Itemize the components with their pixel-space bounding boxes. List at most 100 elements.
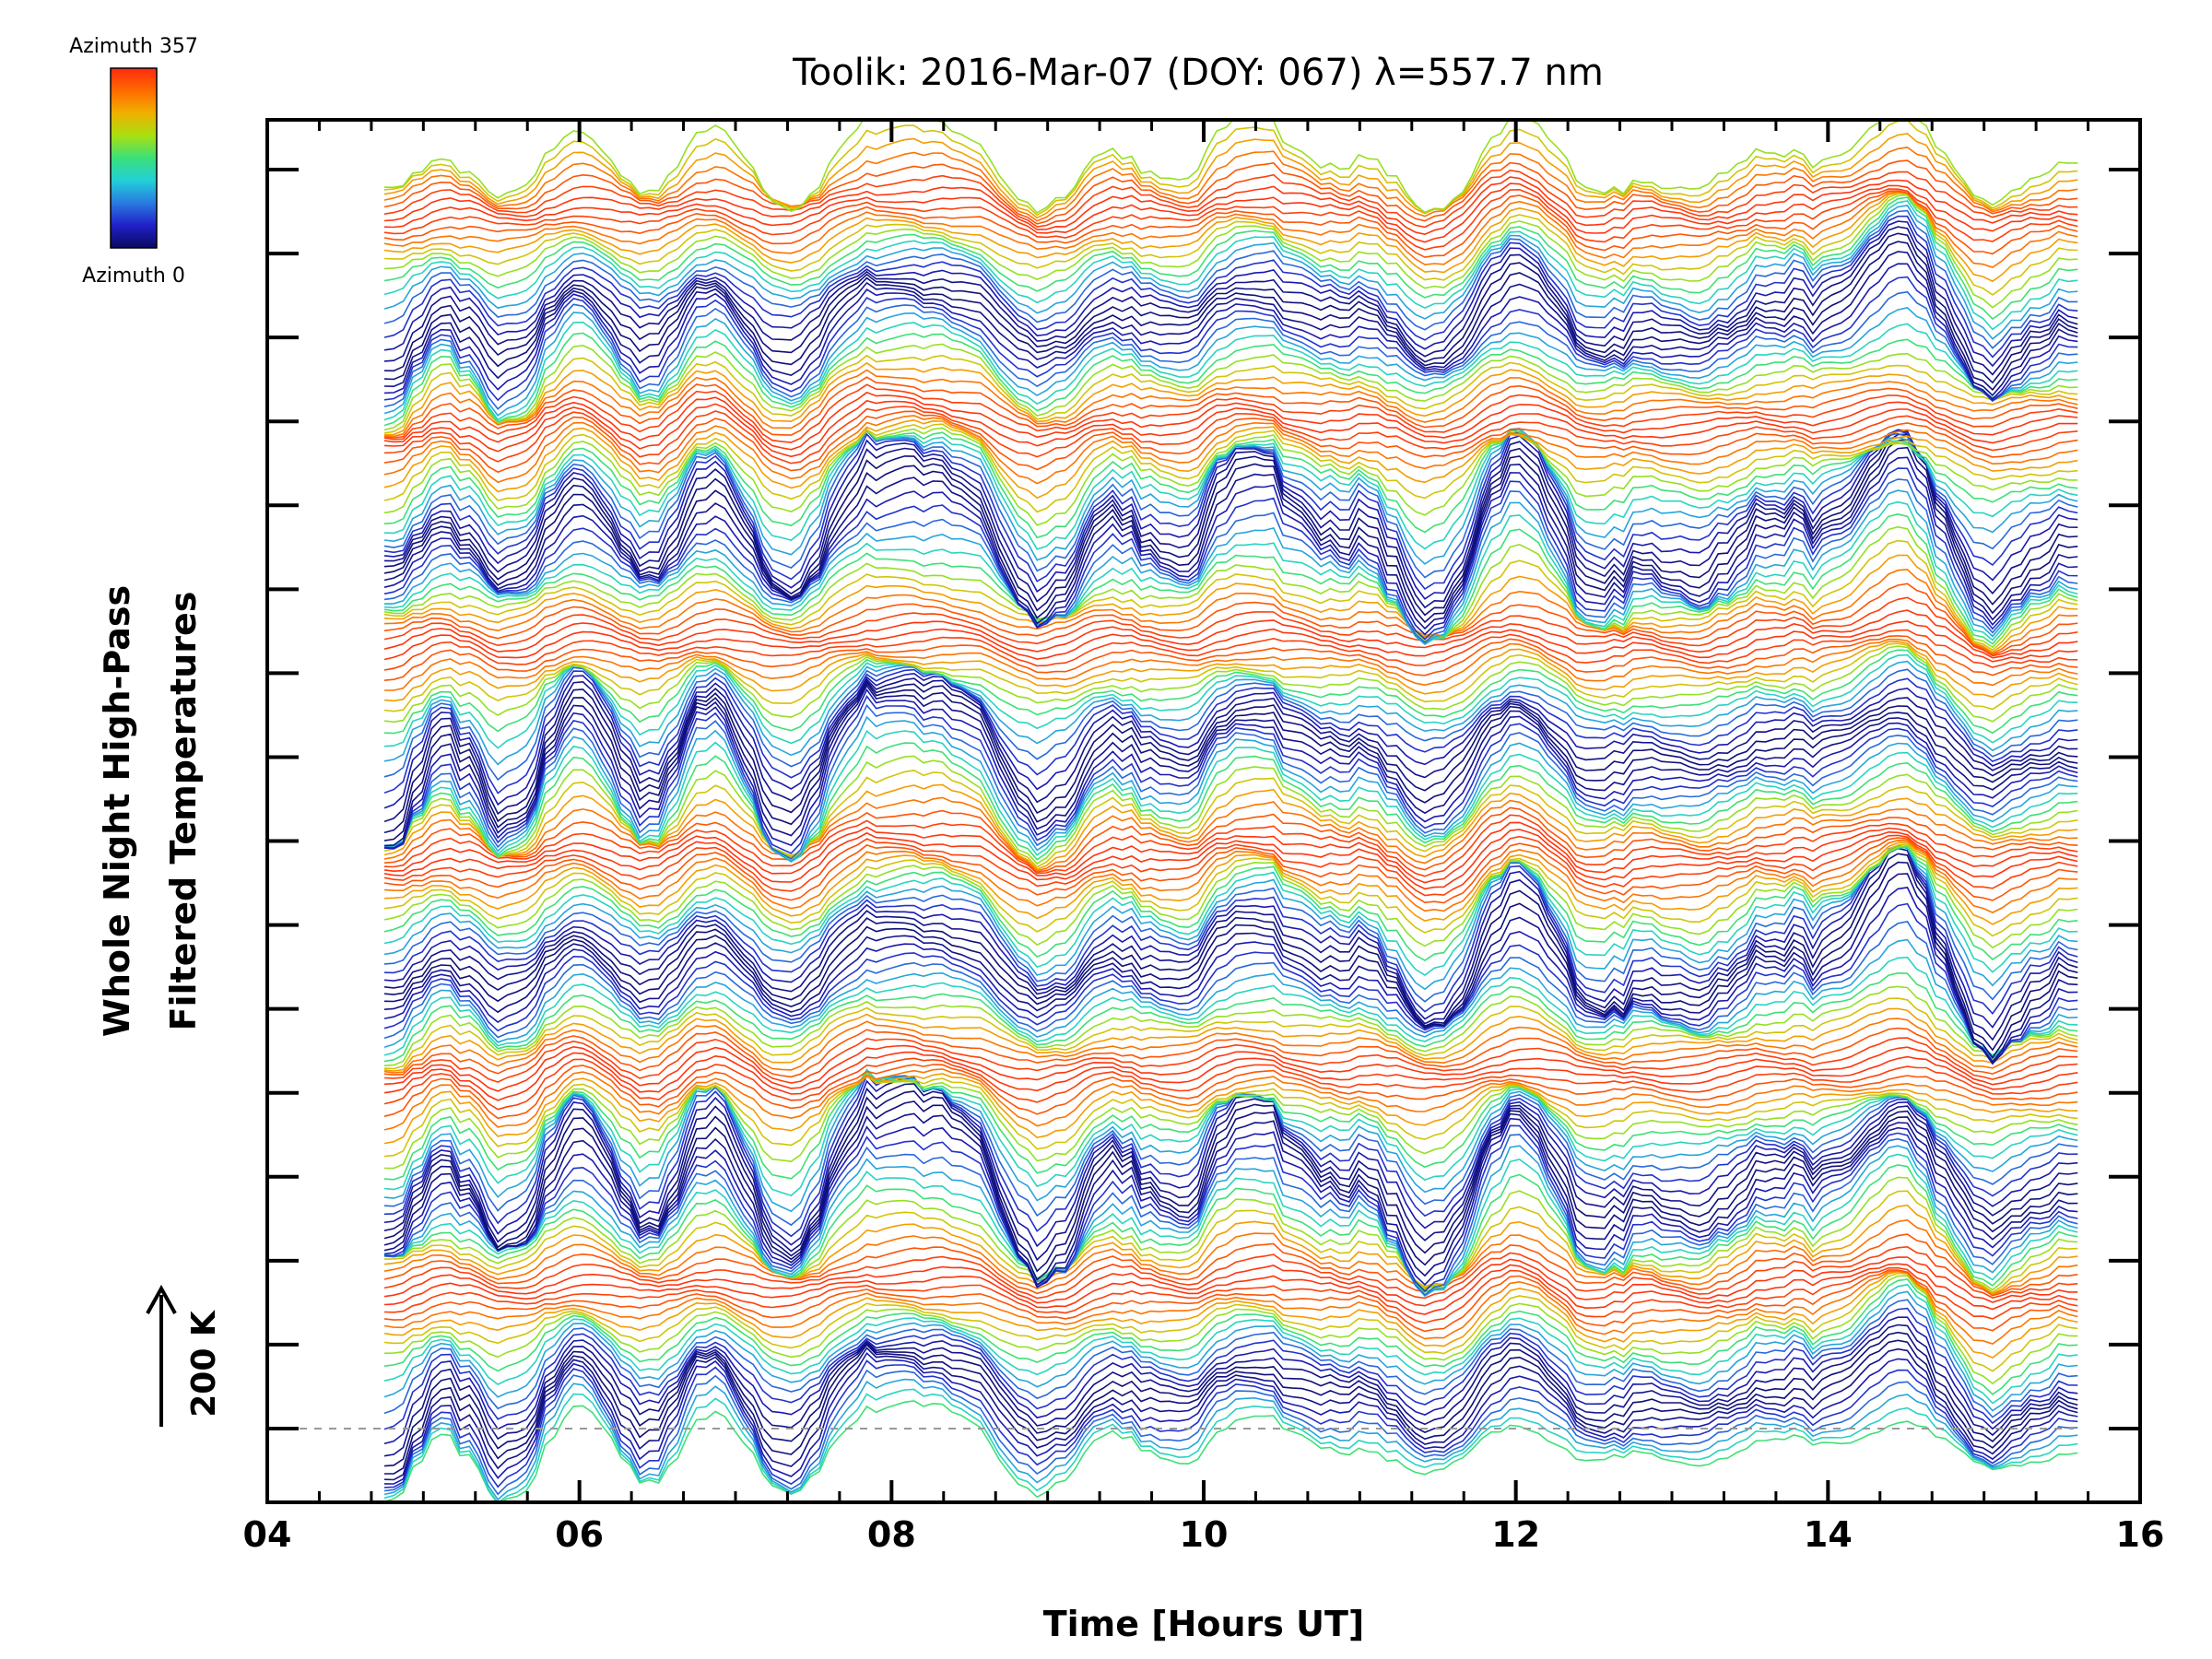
azimuth-trace [383,1272,2078,1372]
x-tick-label: 10 [1180,1514,1229,1555]
azimuth-trace [383,369,2078,438]
azimuth-trace [383,196,2078,321]
azimuth-trace [383,332,2078,427]
azimuth-trace [383,500,2078,645]
azimuth-trace [383,439,2078,624]
azimuth-trace [383,1204,2078,1295]
x-tick-label: 04 [243,1514,292,1555]
azimuth-trace [383,642,2078,712]
azimuth-trace [383,641,2078,702]
azimuth-trace [383,1124,2078,1293]
azimuth-trace [383,596,2078,657]
azimuth-trace [383,512,2078,645]
colorbar-top-label: Azimuth 357 [69,35,198,58]
azimuth-trace [383,226,2078,376]
azimuth-trace [383,391,2078,451]
azimuth-trace [383,769,2078,868]
azimuth-trace [383,399,2078,458]
azimuth-trace [383,844,2078,1015]
azimuth-trace [383,176,2078,236]
azimuth-trace [383,220,2078,368]
azimuth-trace [383,1331,2078,1467]
azimuth-trace [383,241,2078,392]
azimuth-trace [383,821,2078,884]
azimuth-trace [383,446,2078,630]
azimuth-trace [383,1233,2078,1297]
azimuth-trace [383,1218,2078,1296]
azimuth-trace [383,582,2078,656]
scale-bar-label: 200 K [185,1310,223,1418]
azimuth-trace [383,376,2078,439]
azimuth-trace [383,629,2078,671]
azimuth-trace [383,383,2078,443]
azimuth-trace [383,1299,2078,1418]
azimuth-trace [383,406,2078,465]
azimuth-trace [383,971,2078,1063]
y-axis-label-line2: Filtered Temperatures [163,592,204,1031]
azimuth-trace [383,873,2078,1064]
azimuth-trace [383,525,2078,649]
azimuth-trace [383,205,2078,340]
azimuth-trace [383,263,2078,401]
azimuth-trace [383,415,2078,485]
azimuth-trace [383,677,2078,823]
azimuth-trace [383,456,2078,636]
azimuth-trace [383,847,2078,1041]
azimuth-trace [383,845,2078,962]
azimuth-trace [383,191,2078,268]
azimuth-trace [383,660,2078,766]
azimuth-trace [383,539,2078,652]
azimuth-trace [383,343,2078,431]
azimuth-trace [383,489,2078,646]
azimuth-trace [383,133,2078,219]
azimuth-trace [383,190,2078,258]
azimuth-trace [383,645,2078,724]
azimuth-trace [383,307,2078,417]
azimuth-trace [383,666,2078,782]
azimuth-trace [383,1351,2078,1485]
azimuth-trace [383,921,2078,1063]
azimuth-trace [383,1051,2078,1101]
azimuth-trace [383,429,2078,539]
azimuth-trace [383,1176,2078,1291]
azimuth-trace [383,1037,2078,1084]
azimuth-trace [383,1270,2078,1359]
azimuth-trace [383,1100,2078,1281]
azimuth-trace [383,1075,2078,1158]
azimuth-trace [383,1324,2078,1457]
azimuth-trace [383,1283,2078,1405]
azimuth-trace [383,1339,2078,1475]
azimuth-trace [383,1164,2078,1293]
azimuth-trace [383,232,2078,384]
azimuth-trace [383,1256,2078,1307]
azimuth-trace [384,1073,2078,1170]
azimuth-trace [383,1153,2078,1296]
azimuth-trace [383,1400,2078,1502]
azimuth-trace [383,433,2078,617]
azimuth-trace [383,1074,2078,1238]
azimuth-trace [383,985,2078,1066]
azimuth-trace [383,668,2078,794]
azimuth-trace [383,620,2078,663]
azimuth-trace [383,191,2078,283]
azimuth-trace [383,844,2078,949]
azimuth-trace [383,1027,2078,1078]
azimuth-trace [383,887,2078,1065]
azimuth-trace [383,845,2078,1003]
azimuth-trace [383,694,2078,854]
azimuth-trace [383,834,2078,897]
azimuth-trace [383,215,2078,359]
azimuth-trace [383,1077,2078,1248]
azimuth-trace [383,169,2078,229]
azimuth-trace [383,796,2078,872]
azimuth-trace [383,846,2078,976]
azimuth-trace [383,806,2078,873]
azimuth-trace [383,1145,2078,1298]
azimuth-trace [383,428,2078,550]
azimuth-trace [383,681,2078,841]
azimuth-trace [383,1134,2078,1297]
azimuth-trace [383,684,2078,847]
scale-arrow-head [146,1284,177,1314]
azimuth-trace [383,182,2078,243]
azimuth-trace [383,194,2078,309]
